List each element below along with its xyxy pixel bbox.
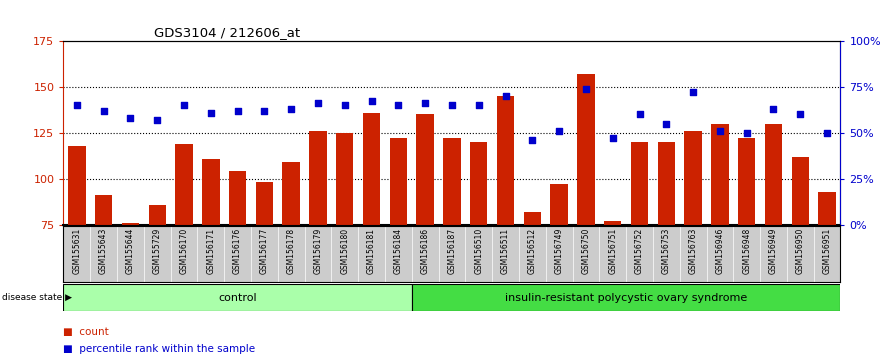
Text: GSM156950: GSM156950 xyxy=(796,228,804,274)
Text: GSM156753: GSM156753 xyxy=(662,228,670,274)
Bar xyxy=(577,74,595,225)
Point xyxy=(177,102,191,108)
Bar xyxy=(443,138,461,225)
Text: GSM156177: GSM156177 xyxy=(260,228,269,274)
Bar xyxy=(711,124,729,225)
Bar xyxy=(411,284,840,311)
Bar xyxy=(283,162,300,225)
Text: GSM156752: GSM156752 xyxy=(635,228,644,274)
Text: GSM156170: GSM156170 xyxy=(180,228,189,274)
Bar xyxy=(417,114,433,225)
Point xyxy=(525,137,539,143)
Bar xyxy=(551,184,568,225)
Point xyxy=(579,86,593,91)
Point xyxy=(257,108,271,114)
Text: GSM156751: GSM156751 xyxy=(608,228,618,274)
Bar xyxy=(389,138,407,225)
Text: GSM156178: GSM156178 xyxy=(286,228,296,274)
Bar xyxy=(791,157,809,225)
Point xyxy=(820,130,834,136)
Point xyxy=(471,102,485,108)
Point xyxy=(391,102,405,108)
Point xyxy=(633,112,647,117)
Text: GSM156511: GSM156511 xyxy=(501,228,510,274)
Point xyxy=(231,108,245,114)
Text: GSM156946: GSM156946 xyxy=(715,228,724,274)
Bar xyxy=(336,133,353,225)
Bar xyxy=(175,144,193,225)
Point xyxy=(499,93,513,99)
Text: GSM156171: GSM156171 xyxy=(206,228,215,274)
Text: ■  count: ■ count xyxy=(63,327,109,337)
Point xyxy=(285,106,299,112)
Bar xyxy=(122,223,139,225)
Bar xyxy=(523,212,541,225)
Bar xyxy=(765,124,782,225)
Point xyxy=(686,90,700,95)
Point xyxy=(793,112,807,117)
Text: GSM155643: GSM155643 xyxy=(100,228,108,274)
Text: GSM155631: GSM155631 xyxy=(72,228,81,274)
Text: GSM156176: GSM156176 xyxy=(233,228,242,274)
Point xyxy=(123,115,137,121)
Point xyxy=(97,108,111,114)
Text: GSM156181: GSM156181 xyxy=(367,228,376,274)
Text: GSM156187: GSM156187 xyxy=(448,228,456,274)
Bar xyxy=(497,96,515,225)
Text: GSM156512: GSM156512 xyxy=(528,228,537,274)
Text: GSM156749: GSM156749 xyxy=(555,228,564,274)
Point xyxy=(659,121,673,126)
Point xyxy=(204,110,218,115)
Bar xyxy=(255,182,273,225)
Bar xyxy=(63,284,411,311)
Text: control: control xyxy=(218,292,257,303)
Text: GSM156184: GSM156184 xyxy=(394,228,403,274)
Text: GSM155729: GSM155729 xyxy=(152,228,162,274)
Bar xyxy=(229,171,247,225)
Text: GSM156179: GSM156179 xyxy=(314,228,322,274)
Point xyxy=(70,102,84,108)
Bar xyxy=(738,138,755,225)
Text: ■  percentile rank within the sample: ■ percentile rank within the sample xyxy=(63,344,255,354)
Text: GSM156948: GSM156948 xyxy=(742,228,751,274)
Point xyxy=(713,128,727,134)
Text: GDS3104 / 212606_at: GDS3104 / 212606_at xyxy=(153,26,300,39)
Point xyxy=(418,101,433,106)
Text: disease state ▶: disease state ▶ xyxy=(2,293,71,302)
Bar xyxy=(363,113,381,225)
Bar xyxy=(604,221,621,225)
Point xyxy=(740,130,754,136)
Point xyxy=(552,128,566,134)
Bar xyxy=(685,131,702,225)
Bar xyxy=(657,142,675,225)
Point xyxy=(605,136,619,141)
Bar xyxy=(68,145,85,225)
Point xyxy=(365,99,379,104)
Bar xyxy=(309,131,327,225)
Text: GSM156951: GSM156951 xyxy=(823,228,832,274)
Bar xyxy=(470,142,487,225)
Text: GSM156180: GSM156180 xyxy=(340,228,349,274)
Bar xyxy=(95,195,113,225)
Text: GSM155644: GSM155644 xyxy=(126,228,135,274)
Text: GSM156763: GSM156763 xyxy=(689,228,698,274)
Point xyxy=(337,102,352,108)
Text: GSM156510: GSM156510 xyxy=(474,228,484,274)
Text: GSM156750: GSM156750 xyxy=(581,228,590,274)
Text: GSM156949: GSM156949 xyxy=(769,228,778,274)
Point xyxy=(766,106,781,112)
Bar xyxy=(149,205,166,225)
Bar xyxy=(631,142,648,225)
Point xyxy=(311,101,325,106)
Point xyxy=(150,117,164,123)
Text: insulin-resistant polycystic ovary syndrome: insulin-resistant polycystic ovary syndr… xyxy=(505,292,747,303)
Bar xyxy=(202,159,219,225)
Text: GSM156186: GSM156186 xyxy=(420,228,430,274)
Bar xyxy=(818,192,836,225)
Point xyxy=(445,102,459,108)
